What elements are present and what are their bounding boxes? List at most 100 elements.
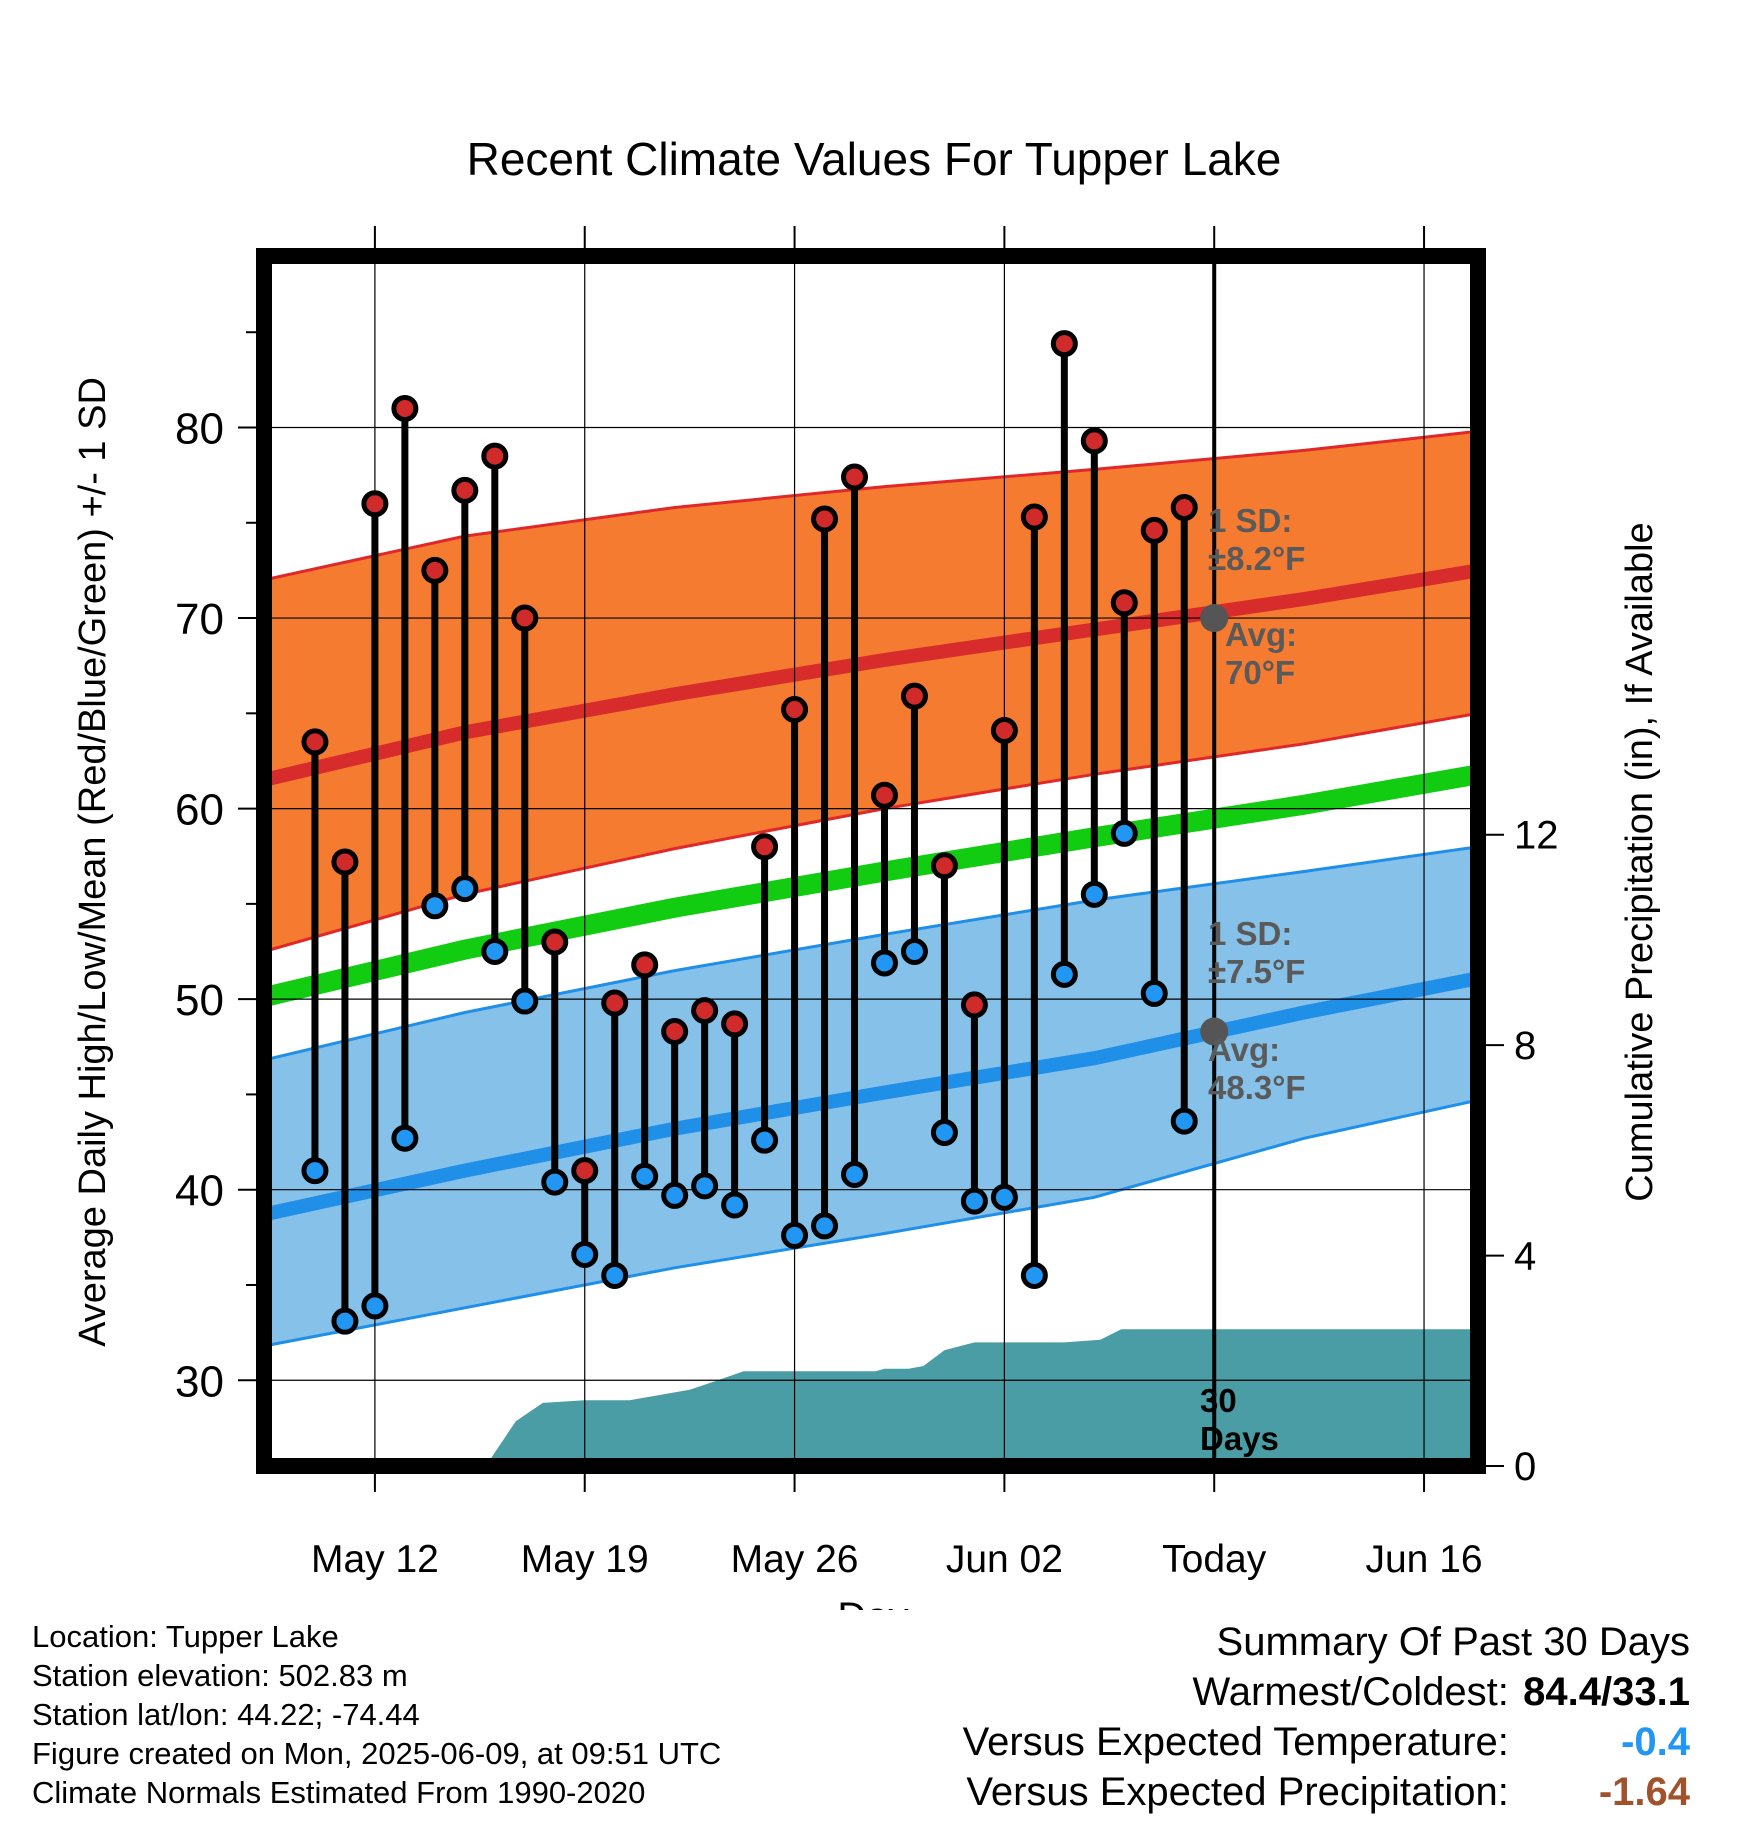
high-point [631, 951, 659, 979]
y2-tick-label: 0 [1514, 1445, 1536, 1489]
temp-label: Versus Expected Temperature: [962, 1720, 1509, 1764]
precip-label: Versus Expected Precipitation: [966, 1770, 1509, 1814]
y-tick-label: 80 [175, 404, 224, 453]
low-point [331, 1307, 359, 1335]
low-point [691, 1172, 719, 1200]
low-point [1080, 880, 1108, 908]
plot-area [264, 256, 1478, 1466]
high-point [571, 1157, 599, 1185]
low-mean-line [264, 971, 1478, 1222]
normals-text: Climate Normals Estimated From 1990-2020 [32, 1775, 646, 1810]
low-point [1170, 1107, 1198, 1135]
high-point [691, 997, 719, 1025]
high-point [870, 781, 898, 809]
high-point [1140, 516, 1168, 544]
high-point [541, 928, 569, 956]
high-point [990, 716, 1018, 744]
latlon-text: Station lat/lon: 44.22; -74.44 [32, 1697, 420, 1732]
high-point [511, 604, 539, 632]
high-point [331, 848, 359, 876]
high-point [751, 833, 779, 861]
high-sd-annotation: 1 SD: ±8.2°F [1208, 502, 1305, 577]
low-point [541, 1168, 569, 1196]
station-info: Location: Tupper Lake Station elevation:… [32, 1617, 852, 1812]
high-point [841, 463, 869, 491]
y2-tick-label: 4 [1514, 1235, 1536, 1279]
high-avg-annotation: Avg: 70°F [1225, 616, 1297, 691]
x-tick-label: May 19 [521, 1538, 649, 1581]
low-point [751, 1126, 779, 1154]
high-point [1020, 503, 1048, 531]
x-tick-label: Jun 02 [946, 1538, 1063, 1581]
low-point [721, 1191, 749, 1219]
high-point [1050, 330, 1078, 358]
high-point [811, 505, 839, 533]
low-sd-annotation-line: ±7.5°F [1208, 953, 1305, 990]
low-point [960, 1187, 988, 1215]
high-point [900, 682, 928, 710]
low-point [361, 1292, 389, 1320]
created-text: Figure created on Mon, 2025-06-09, at 09… [32, 1736, 722, 1771]
y-tick-label: 60 [175, 786, 224, 835]
today-low-avg-marker [1200, 1017, 1229, 1046]
high-point [1110, 589, 1138, 617]
y-tick-label: 40 [175, 1167, 224, 1216]
high-point [781, 696, 809, 724]
precip-area [264, 1329, 1478, 1466]
location-text: Location: Tupper Lake [32, 1619, 339, 1654]
chart-title: Recent Climate Values For Tupper Lake [467, 133, 1282, 185]
y-axis-label: Average Daily High/Low/Mean (Red/Blue/Gr… [72, 377, 114, 1347]
high-point [361, 490, 389, 518]
high-point [301, 728, 329, 756]
low-avg-annotation: Avg: 48.3°F [1208, 1031, 1306, 1106]
low-point [421, 892, 449, 920]
high-point [421, 556, 449, 584]
low-point [451, 875, 479, 903]
high-point [721, 1010, 749, 1038]
x-tick-label: May 26 [731, 1538, 859, 1581]
low-point [1020, 1261, 1048, 1289]
summary-temp-row: Versus Expected Temperature: -0.4 [690, 1717, 1690, 1767]
low-point [571, 1240, 599, 1268]
x-axis-label: Day [837, 1595, 908, 1610]
days-annotation-line: Days [1200, 1420, 1279, 1457]
days-annotation-line: 30 [1200, 1382, 1237, 1419]
low-point [811, 1212, 839, 1240]
low-point [990, 1183, 1018, 1211]
low-point [870, 949, 898, 977]
high-point [661, 1018, 689, 1046]
x-tick-label: Jun 16 [1365, 1538, 1482, 1581]
low-point [631, 1162, 659, 1190]
high-point [451, 476, 479, 504]
high-sd-annotation-line: 1 SD: [1208, 502, 1292, 539]
low-point [900, 938, 928, 966]
warmest-label: Warmest/Coldest: [1192, 1670, 1509, 1714]
low-point [1050, 960, 1078, 988]
y2-tick-label: 12 [1514, 814, 1559, 858]
high-point [1080, 427, 1108, 455]
y-tick-label: 30 [175, 1357, 224, 1406]
high-point [601, 989, 629, 1017]
high-point [930, 852, 958, 880]
low-point [841, 1160, 869, 1188]
high-point [960, 991, 988, 1019]
low-point [601, 1261, 629, 1289]
y-tick-label: 70 [175, 595, 224, 644]
y2-tick-label: 8 [1514, 1024, 1536, 1068]
summary-precip-row: Versus Expected Precipitation: -1.64 [690, 1767, 1690, 1817]
y2-axis-label: Cumulative Precipitation (in), If Availa… [1619, 522, 1661, 1201]
high-sd-annotation-line: ±8.2°F [1208, 540, 1305, 577]
high-point [1170, 494, 1198, 522]
summary-warmest-row: Warmest/Coldest: 84.4/33.1 [690, 1667, 1691, 1717]
low-point [781, 1221, 809, 1249]
y-tick-label: 50 [175, 976, 224, 1025]
warmest-value: 84.4/33.1 [1523, 1670, 1690, 1714]
x-tick-label: May 12 [311, 1538, 439, 1581]
low-point [1140, 979, 1168, 1007]
summary-title: Summary Of Past 30 Days [1216, 1620, 1690, 1664]
days-annotation: 30 Days [1200, 1382, 1279, 1457]
low-avg-annotation-line: 48.3°F [1208, 1069, 1306, 1106]
today-high-avg-marker [1200, 604, 1229, 633]
low-avg-annotation-line: Avg: [1208, 1031, 1280, 1068]
high-sd-band [264, 431, 1478, 952]
